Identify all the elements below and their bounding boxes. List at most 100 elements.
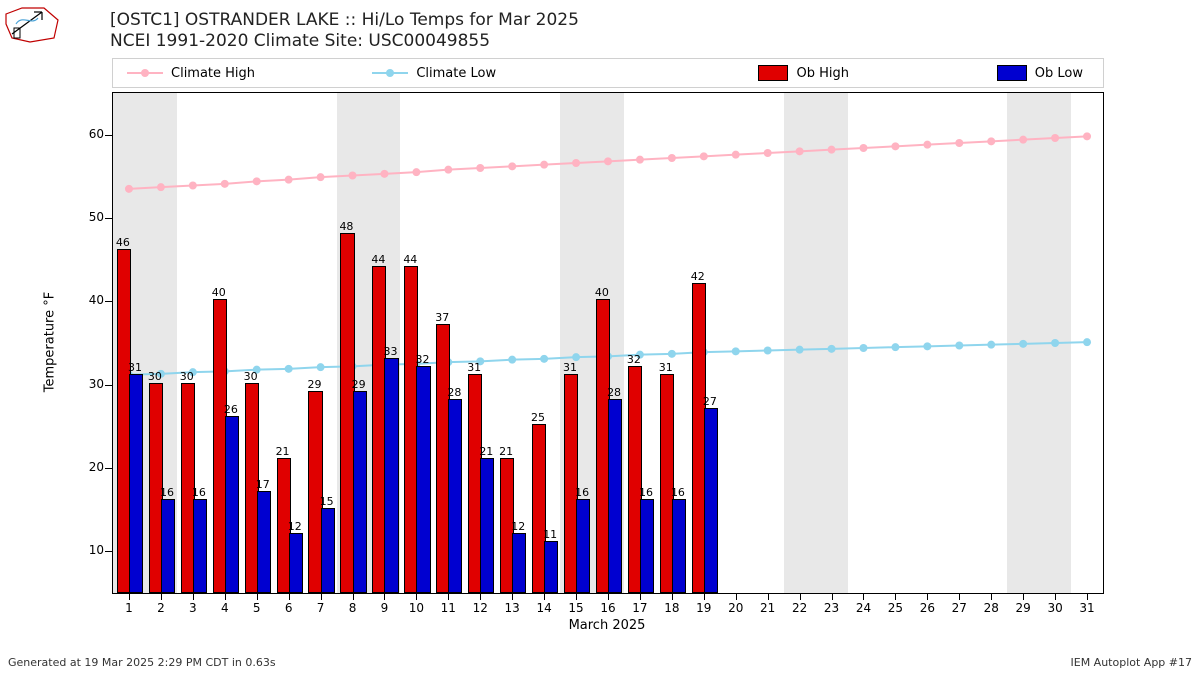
x-tick-label: 13 (505, 601, 520, 615)
bar-label-ob-low: 16 (160, 486, 174, 499)
bar-ob-low (480, 458, 494, 593)
bar-label-ob-low: 31 (128, 361, 142, 374)
x-tick-label: 15 (568, 601, 583, 615)
bar-ob-low (129, 374, 143, 593)
bar-label-ob-low: 21 (479, 445, 493, 458)
bar-label-ob-high: 30 (244, 370, 258, 383)
bar-label-ob-high: 25 (531, 411, 545, 424)
climate-high-marker (796, 147, 804, 155)
legend-label-climate-low: Climate Low (416, 66, 496, 81)
bar-label-ob-high: 40 (212, 286, 226, 299)
climate-high-marker (125, 185, 133, 193)
climate-low-marker (796, 346, 804, 354)
x-tick-label: 24 (856, 601, 871, 615)
bar-ob-low (161, 499, 175, 593)
climate-high-marker (636, 156, 644, 164)
bar-label-ob-low: 15 (320, 495, 334, 508)
climate-high-marker (828, 146, 836, 154)
title-line-2: NCEI 1991-2020 Climate Site: USC00049855 (110, 31, 579, 52)
x-tick-label: 22 (792, 601, 807, 615)
climate-high-marker (987, 137, 995, 145)
climate-high-marker (700, 152, 708, 160)
bar-label-ob-high: 31 (659, 361, 673, 374)
x-tick (959, 593, 960, 600)
bar-ob-low (321, 508, 335, 593)
bar-label-ob-high: 31 (467, 361, 481, 374)
bar-ob-low (544, 541, 558, 593)
climate-high-marker (540, 161, 548, 169)
x-tick-label: 31 (1079, 601, 1094, 615)
climate-low-marker (764, 347, 772, 355)
bar-ob-low (384, 358, 398, 593)
legend-label-ob-low: Ob Low (1035, 66, 1083, 81)
y-tick (105, 385, 113, 386)
bar-ob-low (448, 399, 462, 593)
x-tick (193, 593, 194, 600)
bar-label-ob-high: 30 (148, 370, 162, 383)
bar-ob-low (193, 499, 207, 593)
y-axis-label: Temperature °F (43, 292, 58, 392)
climate-high-marker (732, 151, 740, 159)
legend-item-ob-low: Ob Low (909, 65, 1103, 81)
climate-low-marker (572, 353, 580, 361)
climate-high-marker (859, 144, 867, 152)
bar-label-ob-low: 16 (639, 486, 653, 499)
y-tick (105, 551, 113, 552)
x-tick-label: 18 (664, 601, 679, 615)
iem-logo (4, 4, 60, 44)
climate-low-marker (285, 365, 293, 373)
x-tick-label: 6 (285, 601, 293, 615)
x-tick-label: 25 (888, 601, 903, 615)
x-tick-label: 11 (441, 601, 456, 615)
bar-label-ob-high: 44 (403, 253, 417, 266)
legend-swatch-ob-low (997, 65, 1027, 81)
legend-item-climate-high: Climate High (113, 66, 358, 81)
y-tick-label: 10 (74, 543, 104, 557)
legend-swatch-climate-low (372, 66, 408, 80)
bar-ob-low (672, 499, 686, 593)
climate-high-marker (412, 168, 420, 176)
x-tick (161, 593, 162, 600)
x-axis-label: March 2025 (112, 618, 1102, 633)
climate-low-marker (1051, 339, 1059, 347)
bar-label-ob-low: 26 (224, 403, 238, 416)
x-tick-label: 5 (253, 601, 261, 615)
legend: Climate High Climate Low Ob High Ob Low (112, 58, 1104, 88)
bar-label-ob-low: 12 (288, 520, 302, 533)
climate-high-marker (955, 139, 963, 147)
x-tick (321, 593, 322, 600)
climate-low-marker (508, 356, 516, 364)
x-tick-label: 21 (760, 601, 775, 615)
climate-high-marker (221, 180, 229, 188)
bar-label-ob-high: 42 (691, 270, 705, 283)
x-tick-label: 16 (600, 601, 615, 615)
bar-label-ob-low: 16 (575, 486, 589, 499)
climate-low-marker (1019, 340, 1027, 348)
x-tick-label: 10 (409, 601, 424, 615)
bar-ob-low (704, 408, 718, 593)
bar-label-ob-low: 17 (256, 478, 270, 491)
legend-label-climate-high: Climate High (171, 66, 255, 81)
x-tick (544, 593, 545, 600)
bar-label-ob-low: 28 (447, 386, 461, 399)
climate-low-marker (540, 355, 548, 363)
bar-ob-low (257, 491, 271, 593)
x-tick (1087, 593, 1088, 600)
x-tick (640, 593, 641, 600)
bar-label-ob-high: 21 (499, 445, 513, 458)
bar-ob-low (225, 416, 239, 593)
climate-low-marker (828, 345, 836, 353)
climate-low-marker (668, 350, 676, 358)
bar-ob-low (640, 499, 654, 593)
x-tick (416, 593, 417, 600)
x-tick (480, 593, 481, 600)
bar-label-ob-low: 28 (607, 386, 621, 399)
climate-high-marker (923, 141, 931, 149)
x-tick (512, 593, 513, 600)
y-tick-label: 30 (74, 377, 104, 391)
bar-ob-low (512, 533, 526, 593)
x-tick (800, 593, 801, 600)
climate-high-marker (349, 172, 357, 180)
bar-label-ob-high: 48 (339, 220, 353, 233)
x-tick (991, 593, 992, 600)
